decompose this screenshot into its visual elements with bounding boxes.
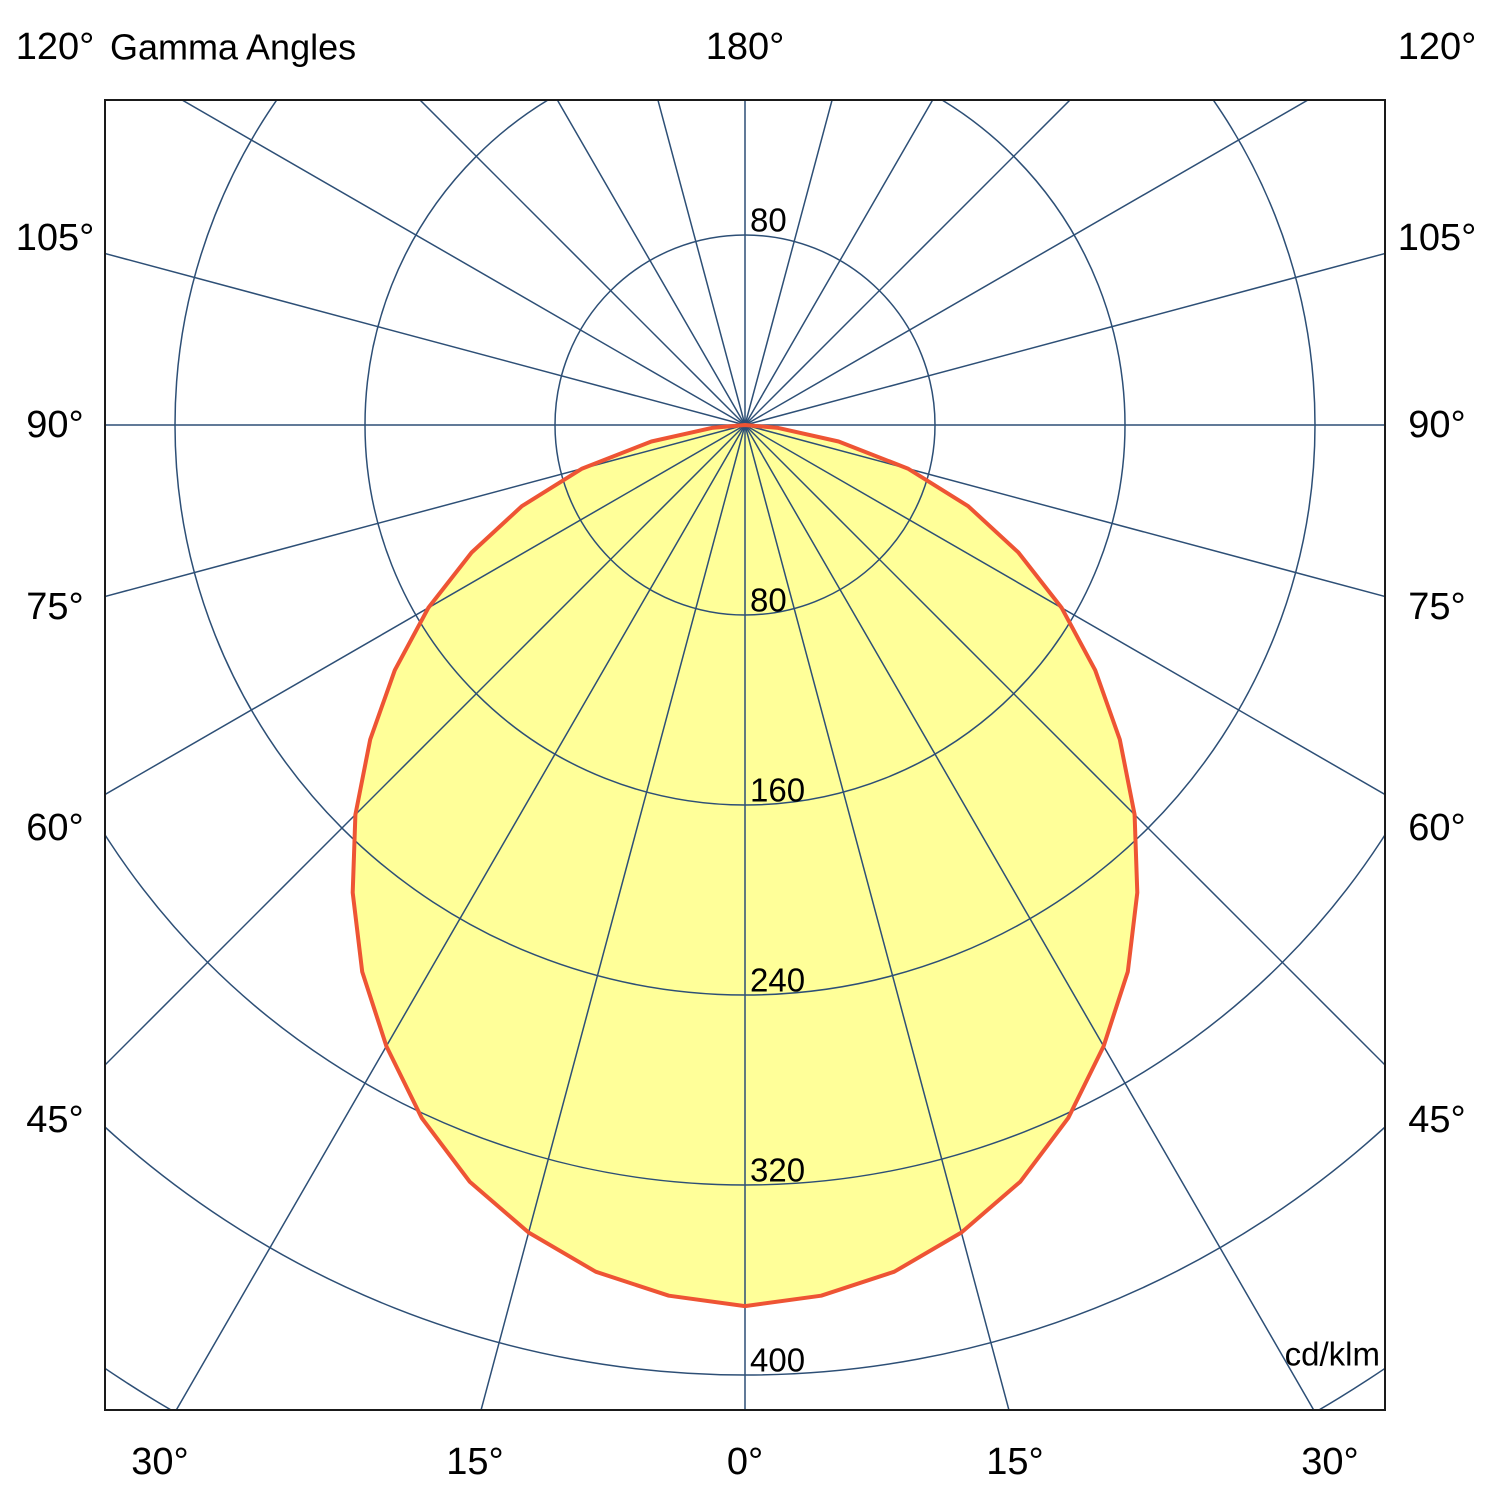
radial-gridline-135 [744, 100, 1072, 426]
radial-gridline-150 [744, 100, 934, 426]
gamma-label-right: 90° [1408, 404, 1465, 446]
gamma-label-left: 120° [16, 26, 95, 68]
gamma-label-top: 180° [706, 26, 785, 68]
gamma-label-right: 75° [1408, 586, 1465, 628]
radial-gridline-195 [657, 100, 746, 426]
radial-gridline-45 [744, 424, 1385, 1067]
radial-gridline-105 [744, 252, 1385, 426]
radial-gridline-255 [105, 252, 746, 426]
ring-value-label: 160 [750, 772, 805, 809]
gamma-label-right: 120° [1398, 26, 1477, 68]
gamma-label-left: 60° [26, 807, 83, 849]
gamma-label-bottom: 15° [986, 1441, 1043, 1483]
gamma-label-bottom: 30° [1301, 1441, 1358, 1483]
gamma-label-left: 45° [26, 1099, 83, 1141]
radial-gridline-285 [105, 424, 746, 598]
radial-gridline-75 [744, 424, 1385, 598]
gamma-label-left: 90° [26, 404, 83, 446]
gamma-label-left: 75° [26, 586, 83, 628]
radial-gridline-165 [744, 100, 833, 426]
radial-gridline-240 [180, 100, 746, 426]
radial-gridline-225 [418, 100, 746, 426]
radial-gridline-300 [105, 424, 746, 796]
ring-value-label: 240 [750, 962, 805, 999]
radial-gridline-30 [744, 424, 1315, 1410]
unit-label: cd/klm [1285, 1336, 1380, 1373]
ring-value-label: 80 [750, 582, 787, 619]
radial-gridline-315 [105, 424, 746, 1067]
radial-gridline-120 [744, 100, 1310, 426]
gamma-label-right: 45° [1408, 1099, 1465, 1141]
gamma-label-bottom: 15° [446, 1441, 503, 1483]
radial-gridline-15 [744, 424, 1010, 1410]
plot-border [104, 99, 1386, 1411]
gamma-label-left: 105° [16, 217, 95, 259]
radial-gridline-210 [556, 100, 746, 426]
radial-gridline-330 [175, 424, 746, 1410]
chart-title: Gamma Angles [110, 27, 356, 68]
ring-value-label: 400 [750, 1342, 805, 1379]
gamma-label-right: 60° [1408, 807, 1465, 849]
gamma-label-right: 105° [1398, 217, 1477, 259]
intensity-curve [350, 423, 1140, 1309]
gamma-label-bottom: 0° [727, 1441, 763, 1483]
gamma-label-bottom: 30° [131, 1441, 188, 1483]
radial-gridline-345 [480, 424, 746, 1410]
ring-value-label-upper: 80 [750, 202, 787, 239]
ring-value-label: 320 [750, 1152, 805, 1189]
radial-gridline-60 [744, 424, 1385, 796]
